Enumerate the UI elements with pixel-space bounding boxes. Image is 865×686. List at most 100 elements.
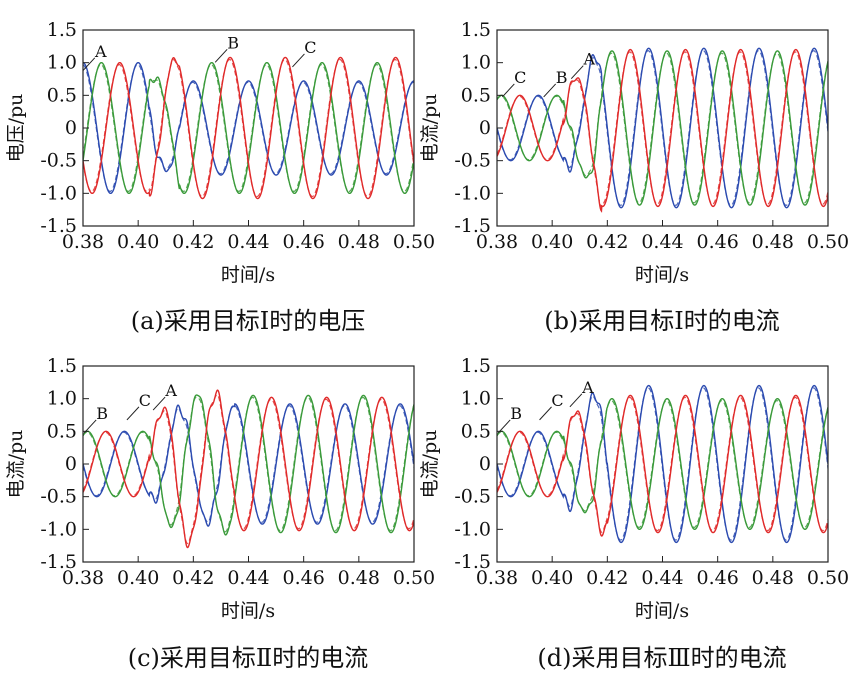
- panel-caption: (c)采用目标Ⅱ时的电流: [128, 644, 368, 672]
- x-tick-label: 0.38: [476, 231, 518, 253]
- y-axis-label: 电流/pu: [419, 94, 441, 163]
- x-tick-label: 0.38: [476, 567, 518, 589]
- y-tick-label: 0: [65, 453, 77, 475]
- annotation-leader: [292, 53, 305, 68]
- y-tick-label: 1.5: [47, 19, 77, 41]
- y-tick-label: 1.0: [47, 52, 77, 74]
- y-tick-label: -0.5: [454, 150, 491, 172]
- phase-annotation-B: B: [96, 404, 108, 423]
- series-B-line: [497, 50, 828, 206]
- x-tick-label: 0.40: [117, 567, 159, 589]
- panel-d-current: 0.38 0.40 0.42 0.44 0.46 0.48 0.501.51.00.50-0…: [419, 355, 849, 672]
- annotation-leader: [501, 83, 515, 98]
- x-tick-label: 0.38: [62, 567, 104, 589]
- panel-caption: (d)采用目标Ⅲ时的电流: [537, 644, 786, 672]
- x-tick-label: 0.48: [338, 567, 380, 589]
- phase-annotation-C: C: [139, 391, 151, 410]
- phase-annotation-A: A: [582, 50, 595, 69]
- y-tick-label: -1.0: [454, 518, 491, 540]
- x-tick-label: 0.42: [172, 567, 214, 589]
- x-tick-label: 0.46: [283, 567, 325, 589]
- x-tick-label: 0.44: [641, 567, 683, 589]
- series-C-reference-line: [83, 394, 414, 545]
- y-axis-label: 电流/pu: [419, 430, 441, 499]
- phase-annotation-A: A: [94, 42, 107, 61]
- x-tick-label: 0.50: [393, 231, 435, 253]
- x-tick-label: 0.50: [807, 567, 849, 589]
- annotation-leader: [497, 419, 511, 434]
- x-tick-label: 0.48: [752, 231, 794, 253]
- y-tick-label: -1.5: [40, 551, 77, 573]
- y-tick-label: -1.0: [40, 182, 77, 204]
- panel-c-current: 0.38 0.40 0.42 0.44 0.46 0.48 0.501.51.00.50-0…: [5, 355, 435, 672]
- x-axis-label: 时间/s: [221, 264, 275, 286]
- y-tick-label: 0.5: [47, 84, 77, 106]
- series-A-line: [497, 47, 828, 209]
- annotation-leader: [569, 393, 583, 408]
- x-tick-label: 0.46: [283, 231, 325, 253]
- y-tick-label: -0.5: [454, 486, 491, 508]
- x-tick-label: 0.38: [62, 231, 104, 253]
- annotation-leader: [82, 57, 96, 72]
- x-tick-label: 0.46: [697, 567, 739, 589]
- y-tick-label: 1.5: [461, 19, 491, 41]
- annotation-leader: [152, 396, 166, 411]
- series-A-line: [83, 403, 414, 527]
- x-tick-label: 0.42: [172, 231, 214, 253]
- y-tick-label: -0.5: [40, 150, 77, 172]
- y-tick-label: 1.0: [461, 388, 491, 410]
- x-tick-label: 0.40: [531, 567, 573, 589]
- y-tick-label: 0: [479, 117, 491, 139]
- series-C-line: [83, 389, 414, 549]
- annotation-leader: [214, 48, 228, 63]
- panel-a-voltage: 0.38 0.40 0.42 0.44 0.46 0.48 0.501.51.00.50-0…: [5, 19, 435, 335]
- x-tick-label: 0.50: [807, 231, 849, 253]
- y-tick-label: 0: [479, 453, 491, 475]
- annotation-leader: [543, 83, 557, 98]
- y-tick-label: -1.0: [454, 182, 491, 204]
- phase-annotation-B: B: [227, 33, 239, 52]
- series-A-line: [83, 61, 414, 195]
- phase-annotation-A: A: [164, 381, 177, 400]
- series-A-line: [497, 384, 828, 544]
- y-tick-label: 1.0: [47, 388, 77, 410]
- annotation-leader: [83, 419, 97, 434]
- panel-b-current: 0.38 0.40 0.42 0.44 0.46 0.48 0.501.51.00.50-0…: [419, 19, 849, 335]
- y-axis-label: 电流/pu: [5, 430, 27, 499]
- annotation-leader: [126, 406, 140, 421]
- x-axis-label: 时间/s: [635, 600, 689, 622]
- y-tick-label: 1.5: [461, 355, 491, 377]
- x-tick-label: 0.44: [227, 567, 269, 589]
- series-B-line: [497, 397, 828, 531]
- x-tick-label: 0.46: [697, 231, 739, 253]
- x-tick-label: 0.44: [227, 231, 269, 253]
- phase-annotation-A: A: [581, 378, 594, 397]
- series-A-reference-line: [83, 64, 414, 192]
- x-tick-label: 0.48: [752, 567, 794, 589]
- y-tick-label: 0.5: [461, 84, 491, 106]
- y-tick-label: -1.0: [40, 518, 77, 540]
- y-tick-label: 1.0: [461, 52, 491, 74]
- x-axis-label: 时间/s: [635, 264, 689, 286]
- y-tick-label: -1.5: [454, 215, 491, 237]
- x-tick-label: 0.44: [641, 231, 683, 253]
- series-B-line: [83, 394, 414, 536]
- phase-annotation-B: B: [556, 68, 568, 87]
- phase-annotation-C: C: [304, 38, 316, 57]
- series-C-line: [497, 48, 828, 213]
- panel-caption: (a)采用目标Ⅰ时的电压: [131, 307, 366, 335]
- x-tick-label: 0.48: [338, 231, 380, 253]
- series-C-reference-line: [83, 58, 414, 198]
- series-C-line: [83, 56, 414, 200]
- annotation-leader: [570, 65, 584, 80]
- y-tick-label: -1.5: [454, 551, 491, 573]
- annotation-leader: [539, 406, 552, 421]
- y-tick-label: -0.5: [40, 486, 77, 508]
- phase-annotation-C: C: [514, 68, 526, 87]
- x-axis-label: 时间/s: [221, 600, 275, 622]
- x-tick-label: 0.42: [586, 567, 628, 589]
- x-tick-label: 0.40: [117, 231, 159, 253]
- y-tick-label: 1.5: [47, 355, 77, 377]
- panel-caption: (b)采用目标Ⅰ时的电流: [544, 307, 780, 335]
